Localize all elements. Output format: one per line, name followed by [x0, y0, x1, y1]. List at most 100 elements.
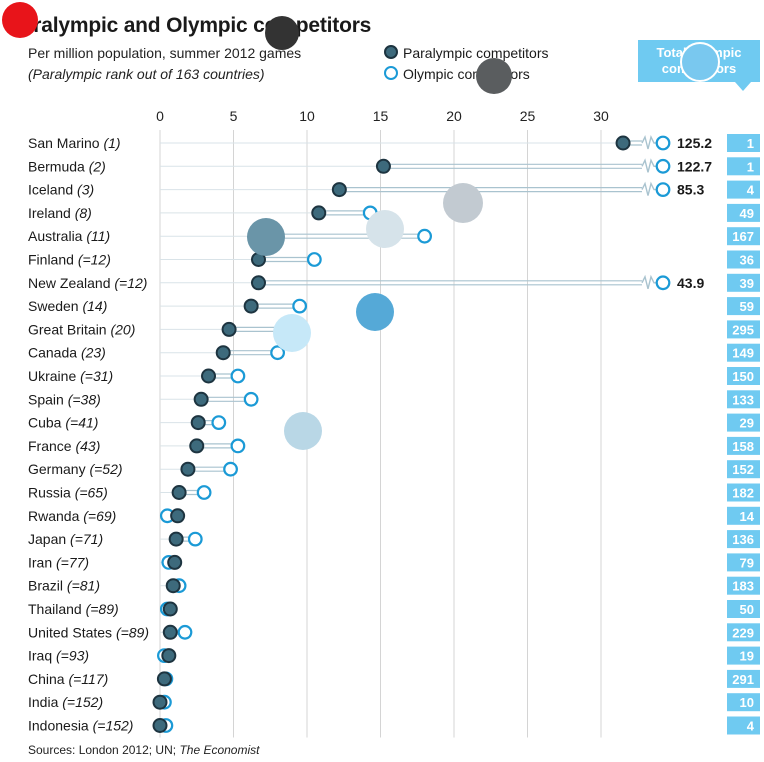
paralympic-point: [201, 368, 217, 384]
paralympic-point: [193, 391, 209, 407]
olympic-point: [655, 135, 671, 151]
legend-paralympic-label: Paralympic competitors: [403, 45, 549, 61]
country-rank: (20): [110, 321, 135, 337]
paralympic-point: [152, 694, 168, 710]
total-cell: [727, 576, 760, 595]
paralympic-point: [190, 415, 206, 431]
legend-olympic-marker: [384, 66, 398, 80]
total-cell: [727, 716, 760, 735]
x-tick-label: 15: [373, 108, 389, 124]
country-rank: (2): [89, 158, 106, 174]
total-cell: [727, 180, 760, 199]
total-value: 167: [732, 229, 754, 244]
total-cell: [727, 297, 760, 316]
total-cell: [727, 250, 760, 269]
country-name: Finland: [28, 252, 78, 268]
total-cell: [727, 343, 760, 362]
overlay-blob: [356, 293, 394, 331]
country-rank: (=89): [86, 601, 119, 617]
country-name: India: [28, 694, 62, 710]
x-tick-label: 20: [446, 108, 462, 124]
x-tick-label: 5: [230, 108, 238, 124]
overlay-blob: [273, 314, 311, 352]
paralympic-point: [615, 135, 631, 151]
country-label: Russia (=65): [28, 485, 108, 501]
total-value: 36: [740, 253, 754, 268]
country-label: United States (=89): [28, 624, 149, 640]
total-cell: [727, 600, 760, 618]
total-value: 136: [732, 532, 754, 547]
country-name: Brazil: [28, 578, 67, 594]
country-name: Sweden: [28, 298, 82, 314]
x-tick-label: 25: [520, 108, 536, 124]
total-value: 4: [747, 719, 755, 734]
country-label: Thailand (=89): [28, 601, 119, 617]
source-publisher: The Economist: [179, 743, 260, 757]
country-label: Ukraine (=31): [28, 368, 113, 384]
country-name: Iraq: [28, 648, 56, 664]
total-value: 229: [732, 625, 754, 640]
total-value: 10: [740, 695, 754, 710]
country-label: Japan (=71): [28, 531, 103, 547]
country-name: Bermuda: [28, 158, 89, 174]
axis-break-mark: [641, 134, 663, 150]
country-name: Australia: [28, 228, 86, 244]
country-name: Great Britain: [28, 321, 110, 337]
olympic-value-label: 43.9: [677, 275, 704, 291]
olympic-point: [196, 485, 212, 500]
country-label: Rwanda (=69): [28, 508, 116, 524]
olympic-point: [223, 461, 238, 477]
country-name: Russia: [28, 485, 75, 501]
olympic-point: [230, 368, 246, 384]
overlay-blob: [443, 183, 483, 223]
paralympic-point: [161, 648, 177, 664]
source-prefix: Sources: London 2012; UN;: [28, 743, 180, 757]
country-rank: (=38): [68, 391, 101, 407]
total-header-pointer: [735, 82, 751, 91]
total-cell: [727, 413, 760, 432]
total-cell: [727, 646, 760, 665]
country-rank: (=52): [89, 461, 122, 477]
country-name: Iceland: [28, 182, 77, 198]
total-cell: [727, 203, 760, 222]
country-rank: (43): [75, 438, 100, 454]
country-name: Spain: [28, 391, 68, 407]
paralympic-point: [167, 554, 183, 570]
country-rank: (=69): [83, 508, 116, 524]
total-value: 14: [740, 509, 755, 524]
country-label: Spain (=38): [28, 391, 101, 407]
overlay-blob: [265, 16, 299, 50]
country-rank: (=31): [80, 368, 113, 384]
country-rank: (=81): [67, 578, 100, 594]
country-label: India (=152): [28, 694, 103, 710]
country-name: Ukraine: [28, 368, 80, 384]
country-name: China: [28, 671, 68, 687]
paralympic-point: [331, 182, 347, 198]
olympic-point: [655, 158, 671, 174]
paralympic-point: [189, 438, 205, 454]
olympic-point: [211, 415, 227, 431]
country-label: Australia (11): [28, 228, 110, 244]
olympic-point: [187, 531, 203, 547]
x-tick-label: 0: [156, 108, 164, 124]
country-rank: (=117): [68, 671, 108, 687]
country-rank: (23): [81, 345, 106, 361]
olympic-point: [306, 252, 322, 267]
country-rank: (=93): [56, 648, 89, 664]
country-label: Iran (=77): [28, 554, 89, 570]
total-cell: [727, 227, 760, 246]
overlay-blob: [680, 42, 720, 82]
paralympic-point: [311, 205, 327, 221]
overlay-blob: [476, 58, 512, 94]
olympic-point: [417, 228, 433, 244]
paralympic-point: [243, 298, 259, 314]
country-label: San Marino (1): [28, 135, 121, 151]
olympic-value-label: 125.2: [677, 135, 712, 151]
paralympic-point: [162, 624, 178, 640]
paralympic-point: [180, 461, 196, 477]
country-name: Iran: [28, 554, 56, 570]
paralympic-point: [170, 508, 186, 524]
total-cell: [727, 390, 760, 409]
total-value: 1: [747, 136, 754, 151]
